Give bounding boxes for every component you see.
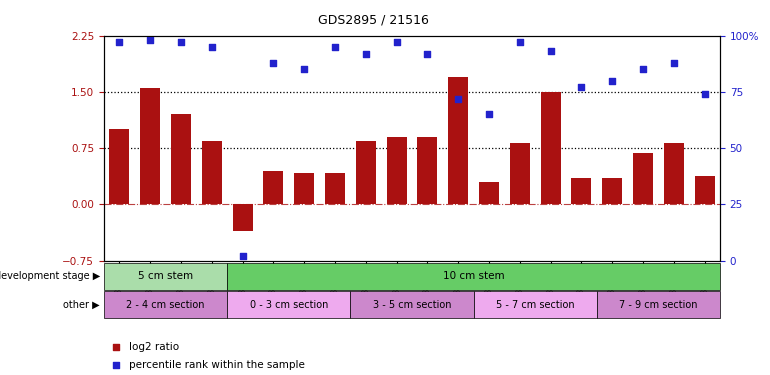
Text: log2 ratio: log2 ratio (129, 342, 179, 352)
Bar (140, 88, 160, 204)
Point (206, 44, 218, 50)
Bar (202, 141, 222, 204)
Text: 3 - 5 cm section: 3 - 5 cm section (373, 300, 451, 310)
Bar (448, 77, 468, 204)
Bar (227, 262, 720, 290)
Bar (356, 141, 376, 204)
Point (606, 78, 618, 84)
Point (421, 51, 434, 57)
Bar (633, 153, 653, 204)
Point (637, 66, 649, 72)
Text: GDS2895 / 21516: GDS2895 / 21516 (318, 13, 429, 26)
Bar (602, 178, 622, 204)
Point (452, 96, 464, 102)
Bar (387, 137, 407, 204)
Bar (233, 204, 253, 231)
Point (483, 111, 495, 117)
Bar (597, 291, 720, 318)
Text: other ▶: other ▶ (63, 300, 100, 310)
Bar (109, 129, 129, 204)
Bar (325, 173, 345, 204)
Bar (664, 143, 684, 204)
Bar (104, 291, 227, 318)
Text: development stage ▶: development stage ▶ (0, 271, 100, 281)
Point (144, 37, 156, 43)
Text: 7 - 9 cm section: 7 - 9 cm section (619, 300, 698, 310)
Text: 5 - 7 cm section: 5 - 7 cm section (496, 300, 574, 310)
Bar (474, 291, 597, 318)
Bar (479, 182, 499, 204)
Text: 10 cm stem: 10 cm stem (443, 271, 504, 281)
Bar (104, 262, 227, 290)
Point (113, 39, 126, 45)
Bar (263, 171, 283, 204)
Bar (227, 291, 350, 318)
Point (575, 84, 588, 90)
Point (517, 296, 530, 302)
Point (298, 66, 310, 72)
Bar (510, 143, 530, 204)
Point (517, 130, 530, 136)
Point (544, 48, 557, 54)
Text: percentile rank within the sample: percentile rank within the sample (129, 360, 304, 370)
Bar (350, 291, 474, 318)
Bar (417, 137, 437, 204)
Text: 5 cm stem: 5 cm stem (138, 271, 193, 281)
Bar (541, 92, 561, 204)
Point (698, 91, 711, 97)
Point (514, 39, 526, 45)
Point (390, 39, 403, 45)
Point (668, 60, 680, 66)
Bar (171, 114, 191, 204)
Bar (571, 178, 591, 204)
Text: 0 - 3 cm section: 0 - 3 cm section (249, 300, 328, 310)
Bar (294, 173, 314, 204)
Point (360, 51, 372, 57)
Bar (695, 176, 715, 204)
Point (329, 44, 341, 50)
Point (236, 253, 249, 259)
Text: 2 - 4 cm section: 2 - 4 cm section (126, 300, 205, 310)
Point (175, 39, 187, 45)
Point (267, 60, 280, 66)
